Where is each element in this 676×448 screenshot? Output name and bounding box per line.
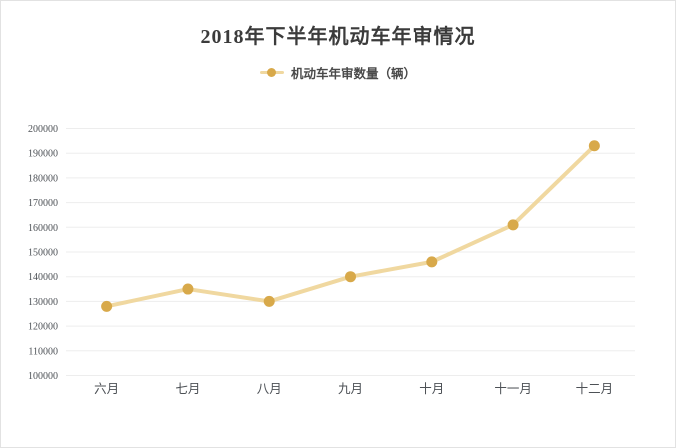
x-axis-tick-label: 九月 — [338, 382, 363, 396]
chart-title: 2018年下半年机动车年审情况 — [200, 26, 476, 48]
data-point[interactable] — [345, 271, 356, 283]
x-axis-tick-label: 十一月 — [494, 382, 532, 396]
legend-line-marker-icon — [259, 68, 284, 77]
data-point[interactable] — [426, 256, 438, 268]
legend-dot-icon — [267, 68, 277, 77]
data-point[interactable] — [507, 219, 519, 231]
y-axis-tick-label: 150000 — [28, 248, 58, 259]
data-point[interactable] — [263, 295, 275, 307]
data-point[interactable] — [182, 283, 194, 295]
y-axis-tick-label: 120000 — [28, 322, 58, 333]
y-axis-tick-label: 140000 — [28, 272, 58, 283]
legend-label: 机动车年审数量（辆） — [290, 67, 416, 81]
y-axis-tick-label: 170000 — [28, 198, 58, 209]
data-point[interactable] — [588, 140, 600, 152]
legend-item[interactable]: 机动车年审数量（辆） — [1, 63, 675, 82]
y-axis-tick-label: 190000 — [28, 149, 58, 160]
y-axis-tick-label: 200000 — [28, 124, 58, 135]
y-axis-tick-label: 100000 — [28, 371, 58, 382]
y-axis-tick-label: 160000 — [28, 223, 58, 234]
x-axis-tick-label: 六月 — [94, 382, 119, 396]
data-point[interactable] — [101, 300, 113, 312]
y-axis-tick-label: 130000 — [28, 297, 58, 308]
x-axis-tick-label: 八月 — [257, 382, 282, 396]
x-axis-tick-label: 七月 — [175, 382, 200, 396]
y-axis-tick-label: 110000 — [28, 346, 58, 357]
x-axis-tick-label: 十月 — [419, 382, 444, 396]
y-axis-tick-label: 180000 — [28, 173, 58, 184]
series-line — [104, 143, 597, 309]
x-axis-tick-label: 十二月 — [576, 382, 614, 396]
